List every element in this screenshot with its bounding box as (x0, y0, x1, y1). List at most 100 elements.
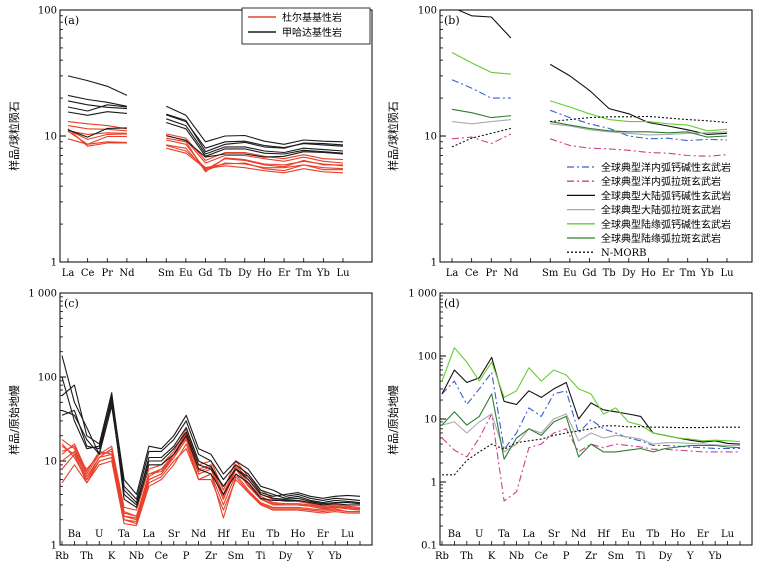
x-tick-label: Nd (503, 268, 519, 279)
y-axis-label: 样品/球粒陨石 (386, 101, 400, 171)
x-tick-label-bottom: Th (80, 551, 94, 562)
series-line-group-1 (67, 127, 344, 158)
series-line-4 (451, 52, 728, 132)
x-tick-label-top: Eu (621, 529, 635, 540)
series-line-group-1 (67, 104, 344, 153)
x-tick-label: Eu (563, 268, 577, 279)
x-tick-label-bottom: Rb (55, 551, 69, 562)
series-group (451, 10, 728, 157)
x-tick-label-top: Eu (241, 529, 255, 540)
panel-a: 1 10 100 样品/球粒陨石 La Ce Pr Nd Sm Eu Gd Tb Dy Ho Er Tm Yb L… (7, 6, 373, 279)
x-tick-label-bottom: Ti (636, 551, 646, 562)
x-tick-label-top: Lu (721, 529, 735, 540)
panel-d: 0.1 1 10 100 1 000 样品/原始地幔 Ba U Ta La Sr Nd Hf Eu Tb Ho… (386, 289, 753, 562)
series-line-6 (442, 425, 740, 476)
series-line-group-1 (61, 384, 361, 504)
series-line-0 (451, 79, 728, 142)
x-tick-label-bottom: Sm (608, 551, 625, 562)
series-line-group-0 (67, 128, 344, 174)
legend-box (241, 7, 371, 45)
x-tick-label-bottom: K (108, 551, 116, 562)
panel-label: (c) (64, 297, 79, 310)
x-tick-label-bottom: Ti (256, 551, 266, 562)
legend-label: 杜尔基基性岩 (282, 11, 342, 24)
series-group (67, 75, 344, 174)
series-line-0 (441, 371, 740, 450)
x-tick-label-bottom: P (563, 551, 570, 562)
y-tick-label: 1 000 (408, 289, 437, 300)
x-tick-label-top: Nd (191, 529, 207, 540)
y-tick-label: 10 (44, 132, 57, 143)
legend-label: 全球典型陆缘弧钙碱性玄武岩 (601, 218, 731, 231)
series-line-4 (441, 347, 741, 443)
series-group (61, 355, 361, 527)
x-tick-label-bottom: Nb (129, 551, 144, 562)
series-line-group-1 (67, 111, 344, 157)
x-tick-label-bottom: Th (460, 551, 474, 562)
panel-label: (d) (444, 297, 460, 310)
x-tick-label-bottom: Y (306, 551, 314, 562)
x-tick-label-top: Ho (671, 529, 686, 540)
x-tick-label: Tb (219, 268, 232, 279)
plot-frame (59, 292, 373, 546)
series-line-group-0 (67, 125, 344, 164)
plot-frame (439, 292, 753, 546)
x-tick-label: Er (662, 268, 674, 279)
x-tick-label-top: Ba (68, 529, 81, 540)
x-tick-label-top: Ho (291, 529, 306, 540)
series-line-group-1 (61, 355, 361, 501)
y-tick-label: 1 (431, 478, 437, 489)
x-tick-label: Nd (119, 268, 135, 279)
x-tick-label: Sm (158, 268, 175, 279)
y-tick-label: 100 (418, 6, 437, 17)
panel-b: 1 10 100 样品/球粒陨石 La Ce Pr Nd Sm Eu Gd Tb Dy Ho Er Tm Yb L… (386, 6, 753, 279)
panel-label: (b) (444, 14, 460, 27)
x-tick-label-bottom: Dy (279, 551, 293, 562)
x-tick-label-bottom: Zr (205, 551, 217, 562)
x-tick-label-bottom: Sm (228, 551, 245, 562)
legend-label: 全球典型洋内弧钙碱性玄武岩 (601, 161, 731, 174)
y-tick-label: 10 (424, 415, 437, 426)
x-tick-label: La (446, 268, 459, 279)
y-tick-label: 100 (418, 352, 437, 363)
x-tick-label-top: Ta (118, 529, 130, 540)
x-tick-label-top: Tb (267, 529, 280, 540)
x-tick-label: Pr (486, 268, 498, 279)
x-tick-label: Yb (700, 268, 714, 279)
x-tick-label: Lu (720, 268, 734, 279)
series-line-group-1 (61, 376, 360, 508)
legend-label: 全球典型陆缘弧拉斑玄武岩 (601, 232, 721, 245)
x-tick-label-top: Sr (548, 529, 560, 540)
y-axis-label: 样品/原始地幔 (386, 385, 400, 455)
x-tick-label-bottom: Zr (585, 551, 597, 562)
x-tick-label-top: Ta (498, 529, 510, 540)
y-axis-label: 样品/球粒陨石 (7, 101, 21, 171)
x-tick-label: Ho (257, 268, 272, 279)
series-line-3 (441, 413, 740, 453)
series-line-group-1 (67, 94, 344, 149)
x-tick-label-top: Er (317, 529, 329, 540)
legend-label: N-MORB (601, 248, 646, 259)
y-axis-label: 样品/原始地幔 (7, 385, 21, 455)
x-tick-label-top: U (95, 529, 103, 540)
series-line-1 (451, 133, 728, 157)
x-tick-label-bottom: Rb (435, 551, 449, 562)
series-line-2 (441, 356, 741, 445)
series-line-5 (451, 108, 728, 138)
x-tick-label: Dy (622, 268, 636, 279)
legend-label: 全球典型洋内弧拉斑玄武岩 (601, 175, 721, 188)
x-tick-label-top: Nd (571, 529, 587, 540)
y-tick-label: 1 (431, 258, 437, 269)
legend-label: 全球典型大陆弧拉斑玄武岩 (601, 204, 721, 217)
panel-label: (a) (64, 14, 79, 27)
series-group (441, 347, 741, 502)
x-tick-label-top: Sr (168, 529, 180, 540)
y-tick-label: 100 (38, 373, 57, 384)
x-tick-label-top: Ba (448, 529, 461, 540)
series-line-group-0 (67, 138, 344, 172)
x-tick-label-bottom: Yb (708, 551, 722, 562)
plot-frame (59, 9, 373, 263)
x-tick-label-top: Hf (217, 529, 231, 540)
x-tick-label-bottom: Ce (535, 551, 549, 562)
x-tick-label: Ce (465, 268, 479, 279)
